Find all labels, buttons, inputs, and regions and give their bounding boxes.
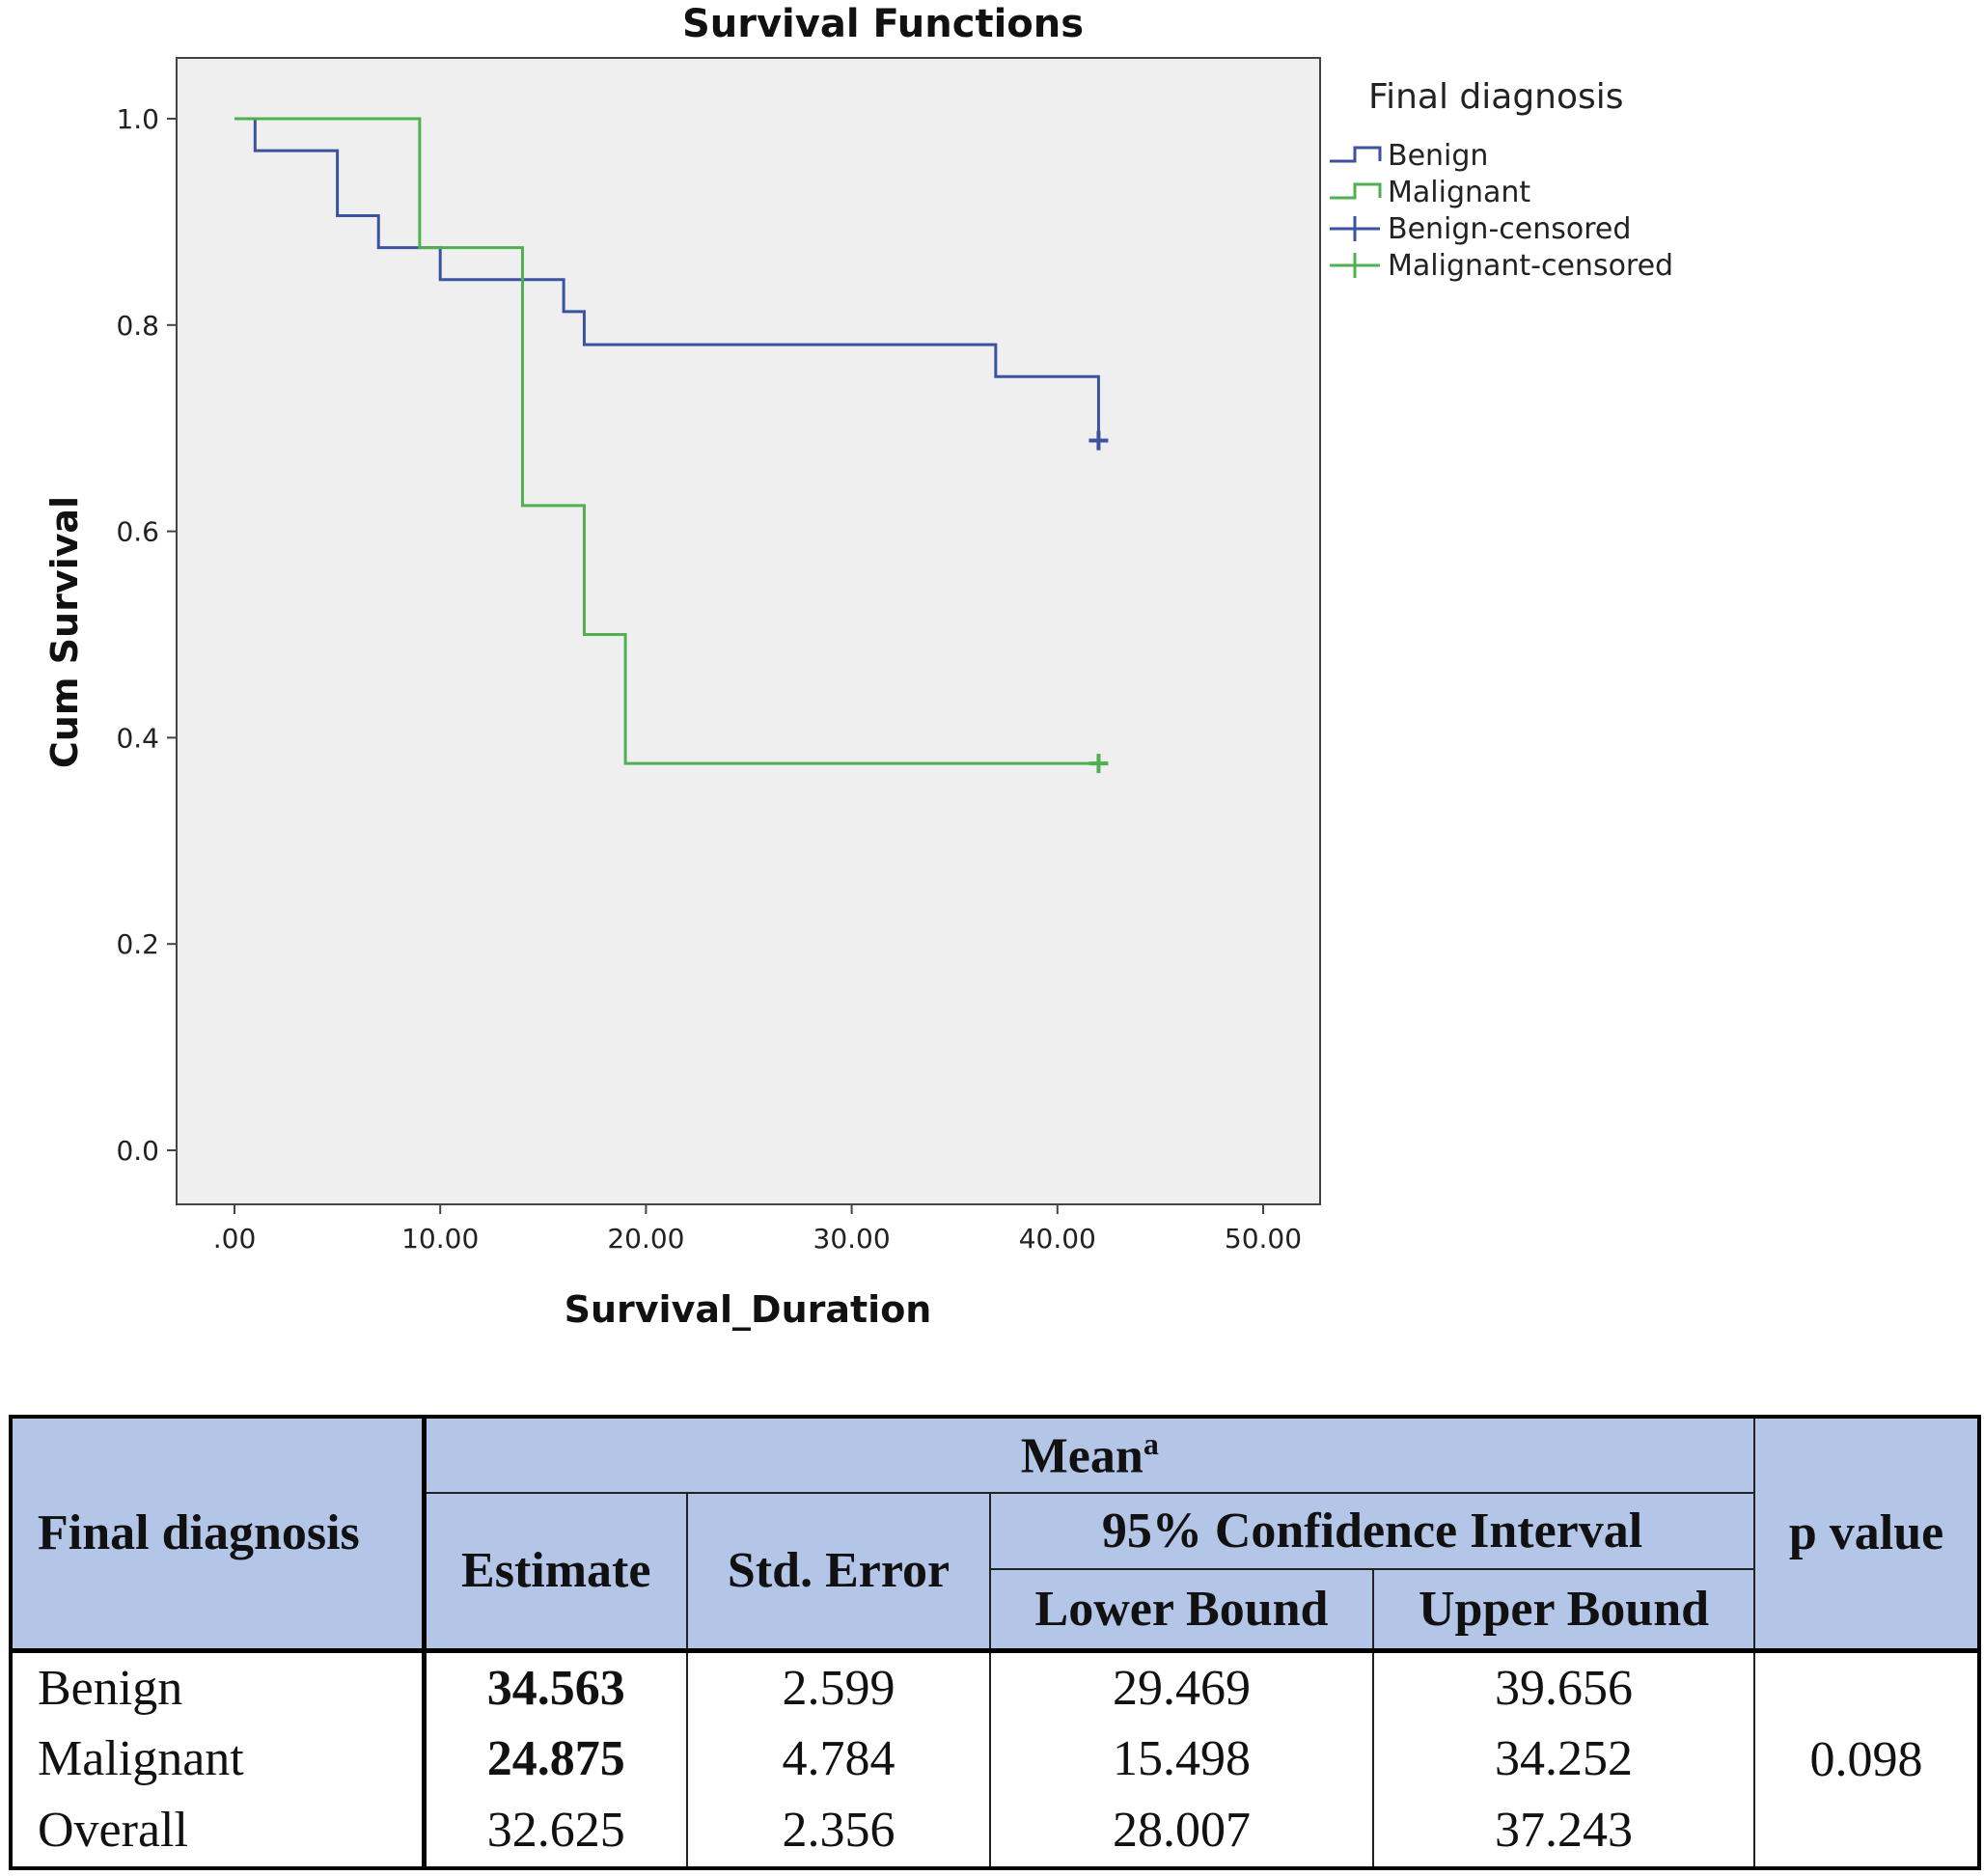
row-name: Overall: [10, 1794, 427, 1870]
x-tick-label: 40.00: [1019, 1223, 1096, 1255]
row-std-error: 2.599: [686, 1650, 991, 1724]
row-std-error: 2.356: [686, 1794, 991, 1870]
header-confidence-interval: 95% Confidence Interval: [988, 1492, 1756, 1570]
series-line-malignant: [234, 117, 1099, 765]
header-std-error: Std. Error: [686, 1492, 991, 1653]
y-tick-label: 0.6: [116, 516, 159, 548]
row-upper-bound: 37.243: [1371, 1794, 1756, 1870]
x-axis-title: Survival_Duration: [565, 1288, 932, 1331]
legend-item-malignant: Malignant: [1330, 176, 1530, 209]
legend-swatch: [1330, 146, 1382, 163]
legend-title: Final diagnosis: [1368, 77, 1624, 117]
y-axis: 0.0 0.2 0.4 0.6 0.8 1.0: [116, 103, 177, 1167]
header-upper-bound: Upper Bound: [1371, 1568, 1756, 1653]
legend-item-benign-censored: Benign-censored: [1330, 212, 1631, 246]
x-tick-label: 20.00: [607, 1223, 684, 1255]
legend-label: Malignant: [1388, 176, 1530, 209]
row-upper-bound: 34.252: [1371, 1724, 1756, 1795]
censored-marker-malignant-censored: [1088, 754, 1109, 774]
legend-swatch: [1330, 182, 1382, 200]
table-row: Malignant 24.875 4.784 15.498 34.252: [10, 1724, 1979, 1795]
legend-label: Malignant-censored: [1388, 249, 1673, 283]
table-row: Benign 34.563 2.599 29.469 39.656 0.098: [10, 1650, 1981, 1870]
row-name: Benign: [10, 1650, 427, 1724]
x-tick-label: .00: [213, 1223, 257, 1255]
header-lower-bound: Lower Bound: [989, 1568, 1374, 1653]
series-line-benign: [234, 117, 1100, 441]
survival-chart: Survival Functions .00 10.00 20.00 30.00 40.…: [43, 2, 1673, 1331]
p-value-cell: 0.098: [1753, 1650, 1981, 1870]
header-p-value: p value: [1753, 1416, 1981, 1653]
survival-means-table: Final diagnosis Meana p value Estimate S…: [9, 1415, 1982, 1870]
legend: Final diagnosis BenignMalignantBenign-ce…: [1330, 77, 1673, 283]
y-tick-label: 0.0: [116, 1135, 159, 1167]
censored-marker-benign-censored: [1088, 430, 1109, 451]
row-upper-bound: 39.656: [1371, 1650, 1756, 1724]
row-estimate: 34.563: [423, 1650, 688, 1724]
x-tick-label: 30.00: [813, 1223, 891, 1255]
row-estimate: 32.625: [423, 1794, 688, 1870]
row-lower-bound: 29.469: [989, 1650, 1374, 1724]
x-tick-label: 50.00: [1225, 1223, 1302, 1255]
header-estimate: Estimate: [423, 1492, 688, 1653]
x-axis: .00 10.00 20.00 30.00 40.00 50.00: [213, 1204, 1302, 1255]
legend-item-malignant-censored: Malignant-censored: [1330, 249, 1673, 283]
table-row: Overall 32.625 2.356 28.007 37.243: [10, 1794, 1979, 1870]
row-lower-bound: 15.498: [989, 1724, 1374, 1795]
y-tick-label: 0.8: [116, 310, 159, 342]
legend-item-benign: Benign: [1330, 139, 1488, 173]
row-name: Malignant: [10, 1724, 427, 1795]
x-tick-label: 10.00: [401, 1223, 479, 1255]
row-std-error: 4.784: [686, 1724, 991, 1795]
legend-swatch: [1330, 216, 1380, 241]
legend-swatch: [1330, 253, 1380, 278]
chart-title: Survival Functions: [682, 2, 1084, 46]
y-tick-label: 0.2: [116, 928, 159, 960]
plot-area: [176, 57, 1321, 1205]
row-estimate: 24.875: [423, 1724, 688, 1795]
legend-label: Benign: [1388, 139, 1488, 173]
row-lower-bound: 28.007: [989, 1794, 1374, 1870]
header-mean: Meana: [422, 1416, 1756, 1494]
y-tick-label: 0.4: [116, 722, 159, 754]
header-mean-label: Mean: [1020, 1428, 1144, 1484]
series-layer: [234, 117, 1109, 774]
header-final-diagnosis: Final diagnosis: [10, 1416, 427, 1653]
legend-label: Benign-censored: [1388, 212, 1631, 246]
header-mean-footnote: a: [1143, 1425, 1159, 1461]
y-tick-label: 1.0: [116, 103, 159, 135]
y-axis-title: Cum Survival: [43, 496, 86, 768]
